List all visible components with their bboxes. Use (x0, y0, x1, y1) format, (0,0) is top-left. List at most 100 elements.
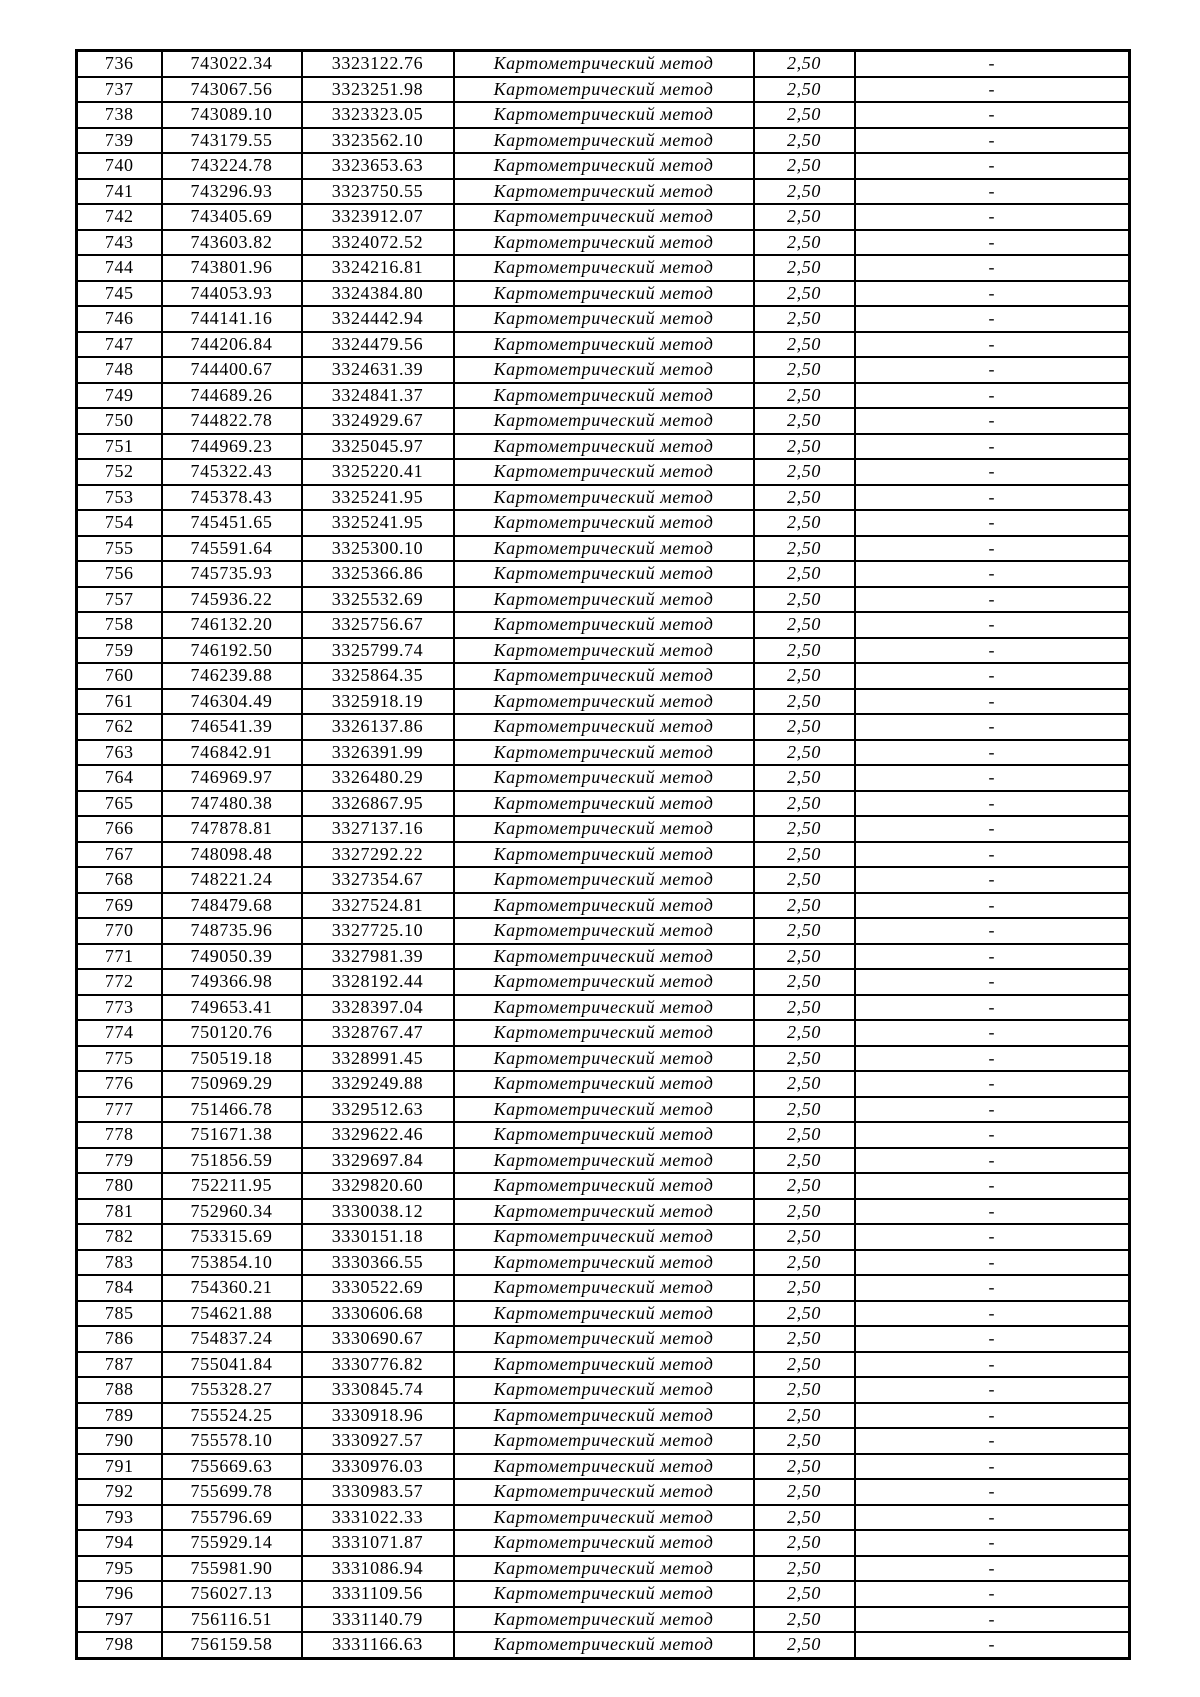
method-cell: Картометрический метод (452, 1529, 755, 1557)
coordinate-y-cell: 3330776.82 (300, 1350, 455, 1378)
method-cell: Картометрический метод (452, 49, 755, 78)
accuracy-cell: 2,50 (752, 636, 856, 664)
note-cell: - (853, 1172, 1131, 1200)
table-row: 775 750519.18 3328991.45 Картометрически… (75, 1044, 1131, 1072)
accuracy-cell: 2,50 (752, 101, 856, 129)
point-number-cell: 748 (75, 356, 163, 384)
note-cell: - (853, 738, 1131, 766)
method-cell: Картометрический метод (452, 585, 755, 613)
coordinate-x-cell: 743405.69 (160, 203, 303, 231)
point-number-cell: 742 (75, 203, 163, 231)
method-cell: Картометрический метод (452, 152, 755, 180)
coordinate-x-cell: 746192.50 (160, 636, 303, 664)
note-cell: - (853, 509, 1131, 537)
point-number-cell: 785 (75, 1299, 163, 1327)
accuracy-cell: 2,50 (752, 228, 856, 256)
point-number-cell: 768 (75, 866, 163, 894)
coordinate-y-cell: 3327524.81 (300, 891, 455, 919)
table-row: 756 745735.93 3325366.86 Картометрически… (75, 560, 1131, 588)
coordinate-x-cell: 755796.69 (160, 1503, 303, 1531)
coordinate-y-cell: 3330845.74 (300, 1376, 455, 1404)
accuracy-cell: 2,50 (752, 203, 856, 231)
table-row: 738 743089.10 3323323.05 Картометрически… (75, 101, 1131, 129)
coordinate-y-cell: 3325241.95 (300, 483, 455, 511)
coordinate-y-cell: 3329512.63 (300, 1095, 455, 1123)
coordinate-y-cell: 3328192.44 (300, 968, 455, 996)
table-row: 790 755578.10 3330927.57 Картометрически… (75, 1427, 1131, 1455)
coordinate-y-cell: 3330606.68 (300, 1299, 455, 1327)
table-row: 798 756159.58 3331166.63 Картометрически… (75, 1631, 1131, 1659)
method-cell: Картометрический метод (452, 1350, 755, 1378)
table-row: 754 745451.65 3325241.95 Картометрически… (75, 509, 1131, 537)
method-cell: Картометрический метод (452, 1070, 755, 1098)
accuracy-cell: 2,50 (752, 1070, 856, 1098)
coordinate-x-cell: 743296.93 (160, 177, 303, 205)
table-row: 793 755796.69 3331022.33 Картометрически… (75, 1503, 1131, 1531)
point-number-cell: 758 (75, 611, 163, 639)
method-cell: Картометрический метод (452, 1452, 755, 1480)
point-number-cell: 752 (75, 458, 163, 486)
coordinate-x-cell: 750519.18 (160, 1044, 303, 1072)
method-cell: Картометрический метод (452, 1401, 755, 1429)
table-row: 769 748479.68 3327524.81 Картометрически… (75, 891, 1131, 919)
note-cell: - (853, 279, 1131, 307)
coordinate-y-cell: 3324216.81 (300, 254, 455, 282)
coordinate-x-cell: 744206.84 (160, 330, 303, 358)
accuracy-cell: 2,50 (752, 1554, 856, 1582)
coordinate-y-cell: 3329697.84 (300, 1146, 455, 1174)
note-cell: - (853, 789, 1131, 817)
point-number-cell: 743 (75, 228, 163, 256)
coordinate-y-cell: 3324072.52 (300, 228, 455, 256)
table-row: 746 744141.16 3324442.94 Картометрически… (75, 305, 1131, 333)
coordinate-y-cell: 3324929.67 (300, 407, 455, 435)
coordinate-x-cell: 743022.34 (160, 49, 303, 78)
coordinate-x-cell: 755524.25 (160, 1401, 303, 1429)
point-number-cell: 764 (75, 764, 163, 792)
coordinate-y-cell: 3325864.35 (300, 662, 455, 690)
point-number-cell: 776 (75, 1070, 163, 1098)
point-number-cell: 792 (75, 1478, 163, 1506)
table-row: 751 744969.23 3325045.97 Картометрически… (75, 432, 1131, 460)
note-cell: - (853, 1376, 1131, 1404)
point-number-cell: 781 (75, 1197, 163, 1225)
method-cell: Картометрический метод (452, 1248, 755, 1276)
method-cell: Картометрический метод (452, 1019, 755, 1047)
note-cell: - (853, 101, 1131, 129)
note-cell: - (853, 1529, 1131, 1557)
note-cell: - (853, 1503, 1131, 1531)
note-cell: - (853, 254, 1131, 282)
accuracy-cell: 2,50 (752, 305, 856, 333)
coordinate-x-cell: 748735.96 (160, 917, 303, 945)
coordinate-x-cell: 753854.10 (160, 1248, 303, 1276)
accuracy-cell: 2,50 (752, 942, 856, 970)
point-number-cell: 763 (75, 738, 163, 766)
point-number-cell: 756 (75, 560, 163, 588)
point-number-cell: 794 (75, 1529, 163, 1557)
method-cell: Картометрический метод (452, 177, 755, 205)
point-number-cell: 738 (75, 101, 163, 129)
coordinate-x-cell: 744969.23 (160, 432, 303, 460)
coordinate-x-cell: 743801.96 (160, 254, 303, 282)
coordinate-x-cell: 746132.20 (160, 611, 303, 639)
accuracy-cell: 2,50 (752, 483, 856, 511)
table-row: 797 756116.51 3331140.79 Картометрически… (75, 1605, 1131, 1633)
coordinate-y-cell: 3330690.67 (300, 1325, 455, 1353)
point-number-cell: 759 (75, 636, 163, 664)
method-cell: Картометрический метод (452, 126, 755, 154)
table-row: 761 746304.49 3325918.19 Картометрически… (75, 687, 1131, 715)
method-cell: Картометрический метод (452, 75, 755, 103)
accuracy-cell: 2,50 (752, 1376, 856, 1404)
table-row: 772 749366.98 3328192.44 Картометрически… (75, 968, 1131, 996)
coordinate-x-cell: 755981.90 (160, 1554, 303, 1582)
table-row: 750 744822.78 3324929.67 Картометрически… (75, 407, 1131, 435)
point-number-cell: 739 (75, 126, 163, 154)
table-row: 767 748098.48 3327292.22 Картометрически… (75, 840, 1131, 868)
coordinate-y-cell: 3329249.88 (300, 1070, 455, 1098)
method-cell: Картометрический метод (452, 1605, 755, 1633)
coordinate-x-cell: 754621.88 (160, 1299, 303, 1327)
note-cell: - (853, 713, 1131, 741)
accuracy-cell: 2,50 (752, 687, 856, 715)
point-number-cell: 798 (75, 1631, 163, 1659)
accuracy-cell: 2,50 (752, 1095, 856, 1123)
